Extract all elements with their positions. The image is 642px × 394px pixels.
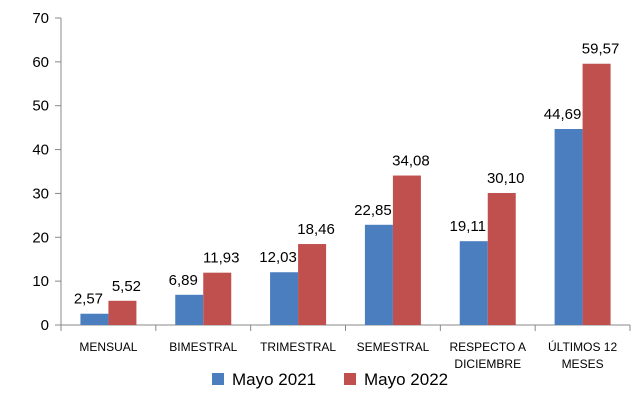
- y-tick-label: 0: [41, 317, 49, 334]
- data-label: 19,11: [450, 218, 486, 235]
- x-tick-label: SEMESTRAL: [357, 340, 430, 354]
- y-axis: 0 10 20 30 40 50 60 70: [32, 10, 62, 334]
- bar: [108, 300, 137, 325]
- bar: [298, 244, 327, 325]
- data-label: 12,03: [259, 249, 297, 266]
- x-tick-label: ÚLTIMOS 12 MESES: [548, 339, 617, 371]
- bar: [270, 272, 299, 325]
- data-labels: 2,57 6,89 12,03 22,85 19,11 44,69 5,52 11,93 18,…: [74, 41, 620, 308]
- y-tick-label: 40: [32, 142, 49, 159]
- data-label: 11,93: [203, 250, 239, 267]
- data-label: 34,08: [392, 153, 430, 170]
- y-tick-label: 60: [32, 54, 49, 71]
- legend: Mayo 2021 Mayo 2022: [212, 370, 448, 389]
- x-tick-label: MENSUAL: [79, 340, 137, 354]
- y-tick-label: 70: [32, 10, 49, 27]
- bar: [203, 272, 232, 325]
- x-tick-label: RESPECTO A DICIEMBRE: [450, 340, 526, 371]
- bar: [392, 175, 421, 325]
- bars: [80, 63, 611, 325]
- y-tick-label: 50: [32, 98, 49, 115]
- bar: [459, 241, 488, 325]
- y-tick-label: 30: [32, 185, 49, 202]
- data-label: 2,57: [74, 291, 103, 308]
- x-tick-label: TRIMESTRAL: [260, 340, 336, 354]
- data-label: 5,52: [112, 278, 141, 295]
- bar: [80, 313, 109, 325]
- data-label: 22,85: [354, 202, 392, 219]
- data-label: 6,89: [169, 272, 198, 289]
- bar: [175, 294, 204, 325]
- data-label: 18,46: [297, 221, 335, 238]
- legend-label: Mayo 2022: [364, 370, 448, 389]
- legend-swatch: [212, 373, 224, 385]
- data-label: 44,69: [544, 106, 582, 123]
- legend-label: Mayo 2021: [232, 370, 316, 389]
- bar: [582, 63, 611, 325]
- legend-swatch: [344, 373, 356, 385]
- data-label: 59,57: [582, 41, 620, 58]
- y-tick-label: 20: [32, 229, 49, 246]
- bar: [554, 129, 583, 325]
- bar: [487, 192, 516, 325]
- y-tick-label: 10: [32, 273, 49, 290]
- x-tick-label: BIMESTRAL: [169, 340, 237, 354]
- x-axis: MENSUAL BIMESTRAL TRIMESTRAL SEMESTRAL RESPE…: [60, 324, 631, 371]
- data-label: 30,10: [487, 170, 525, 187]
- bar: [364, 224, 393, 325]
